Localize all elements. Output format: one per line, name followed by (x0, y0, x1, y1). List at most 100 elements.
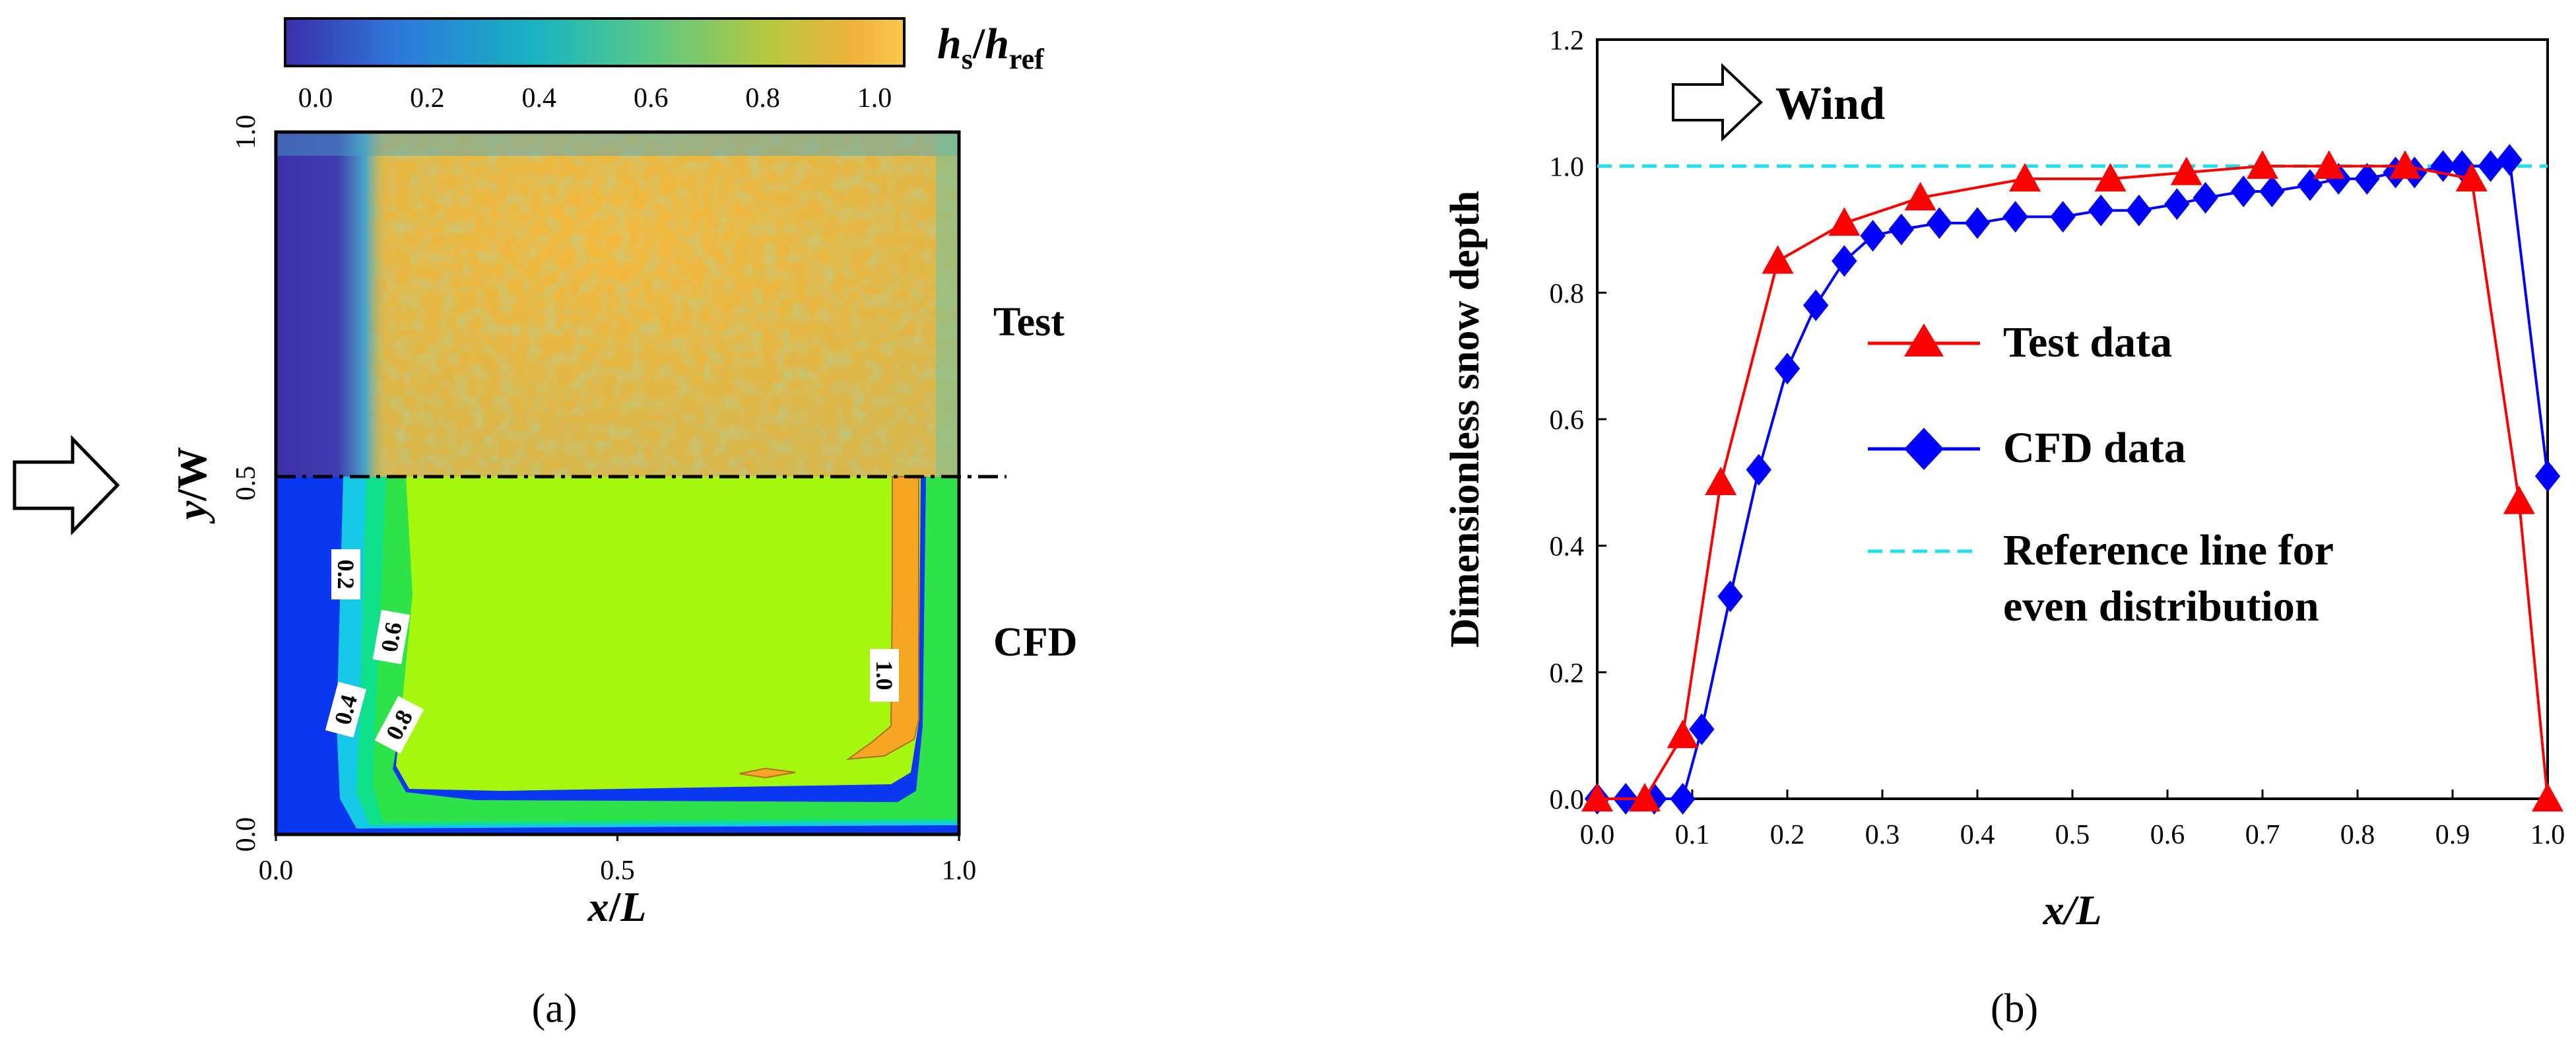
x-tick-label: 0.1 (1675, 820, 1710, 850)
contour-label-box (372, 609, 411, 665)
colorbar-title: hs/href (937, 20, 1045, 75)
contour-label-text: 0.2 (333, 560, 359, 590)
x-tick-label: 0.6 (2150, 820, 2185, 850)
colorbar-gradient (284, 17, 906, 67)
cfd-point (2164, 188, 2190, 220)
test-region-texture (276, 132, 959, 477)
test-point (2532, 783, 2563, 812)
test-point (2313, 150, 2345, 179)
y-tick-label: 0.8 (1550, 279, 1585, 309)
chart-y-title: Dimensionless snow depth (1443, 191, 1488, 648)
panel-a-label: (a) (532, 986, 578, 1031)
contour-label-0.4: 0.4 (325, 681, 367, 738)
colorbar-tick-label: 0.2 (410, 83, 445, 114)
cfd-region-label: CFD (993, 620, 1077, 665)
colorbar: 0.0 0.2 0.4 0.6 0.8 1.0 hs/href (284, 17, 1045, 114)
test-point (1904, 182, 1936, 211)
cfd-point (1717, 580, 1743, 613)
legend-ref-label-2: even distribution (2003, 582, 2319, 630)
panel-a-x-title: x/L (587, 883, 647, 930)
x-tick-label: 0.9 (2435, 820, 2470, 850)
cfd-point (2050, 201, 2076, 233)
x-tick-label: 0.8 (2340, 820, 2375, 850)
contour-label-box (331, 549, 360, 599)
x-tick-label: 0.5 (2055, 820, 2090, 850)
test-point (1705, 466, 1737, 496)
cfd-point (1927, 207, 1952, 239)
panel-b-label: (b) (1991, 986, 2038, 1031)
cfd-point (1774, 353, 1800, 385)
colorbar-tick-label: 0.6 (634, 83, 669, 114)
cfd-point (2231, 176, 2257, 207)
contour-label-box (870, 649, 899, 702)
cfd-point (1860, 220, 1886, 252)
contour-label-0.6: 0.6 (372, 609, 411, 665)
cfd-point (2259, 176, 2285, 207)
colorbar-tick-label: 0.0 (298, 83, 333, 114)
y-tick-label: 0.6 (1550, 405, 1585, 436)
test-point (1762, 245, 1794, 274)
cfd-point (1888, 213, 1914, 246)
panel-b: 0.0 0.1 0.2 0.3 0.4 0.5 0.6 0.7 0.8 0.9 1.0 0.0 0.2 0… (1443, 26, 2565, 1031)
test-point (1581, 783, 1613, 812)
test-point (1828, 207, 1861, 236)
x-tick-label: 0.5 (600, 856, 635, 886)
x-tick-label: 0.3 (1865, 820, 1900, 850)
x-tick-label: 1.0 (942, 856, 977, 886)
cfd-point (2354, 162, 2380, 195)
contour-label-0.2: 0.2 (331, 549, 360, 599)
right-arrow-outline-icon (13, 434, 120, 536)
cfd-series (1584, 144, 2561, 815)
cfd-point (1746, 454, 1771, 486)
test-left-edge (276, 132, 388, 477)
colorbar-tick-label: 0.4 (522, 83, 557, 114)
y-tick-label: 1.0 (231, 115, 261, 150)
cfd-point (2193, 182, 2218, 214)
cfd-point (2126, 194, 2152, 226)
legend: Test data CFD data Reference line for ev… (1868, 318, 2334, 630)
cfd-point (1689, 713, 1715, 745)
colorbar-tick-label: 1.0 (857, 83, 892, 114)
colorbar-ticks: 0.0 0.2 0.4 0.6 0.8 1.0 (298, 83, 892, 114)
y-tick-label: 0.4 (1550, 532, 1585, 562)
cfd-point (1803, 289, 1829, 321)
x-tick-label: 0.7 (2245, 820, 2280, 850)
x-tick-label: 0.0 (259, 856, 294, 886)
cfd-point (2002, 201, 2028, 233)
contour-label-1.0: 1.0 (870, 649, 899, 702)
test-point (2455, 162, 2488, 192)
x-tick-label: 0.0 (1580, 820, 1615, 850)
legend-test-marker (1904, 323, 1944, 356)
cfd-point (1964, 207, 1991, 239)
cfd-point (2478, 150, 2503, 182)
test-point (2170, 156, 2202, 186)
cfd-point (2297, 169, 2323, 201)
wind-arrow-icon (1672, 63, 1763, 142)
cfd-point (2534, 460, 2561, 492)
panel-a-y-title: y/W (168, 447, 215, 524)
panel-a-y-ticks: 0.0 0.5 1.0 (231, 115, 261, 852)
contour-label-box (325, 681, 367, 738)
test-point (1629, 783, 1661, 812)
cfd-contour-0.8 (396, 477, 921, 791)
colorbar-tick-label: 0.8 (745, 83, 780, 114)
test-point (2094, 162, 2127, 192)
contour-label-box (374, 696, 424, 754)
contour-label-text: 1.0 (871, 661, 898, 691)
legend-cfd-marker (1904, 428, 1944, 470)
cfd-line (1597, 158, 2549, 800)
x-tick-label: 0.2 (1770, 820, 1805, 850)
y-tick-label: 1.2 (1550, 26, 1585, 56)
x-tick-label: 0.4 (1960, 820, 1995, 850)
test-point (2247, 150, 2278, 179)
y-tick-label: 1.0 (1550, 152, 1585, 183)
panel-a: 0.0 0.2 0.4 0.6 0.8 1.0 hs/href 0.2 (13, 17, 1077, 1031)
cfd-contour-1.0-island (739, 767, 796, 779)
contour-plot: 0.2 0.4 0.6 0.8 1.0 (274, 130, 1007, 836)
test-top-edge (276, 132, 959, 156)
y-tick-label: 0.0 (231, 817, 261, 852)
cfd-point (1670, 783, 1696, 815)
cfd-point (1832, 245, 1857, 277)
test-point (2009, 162, 2041, 192)
